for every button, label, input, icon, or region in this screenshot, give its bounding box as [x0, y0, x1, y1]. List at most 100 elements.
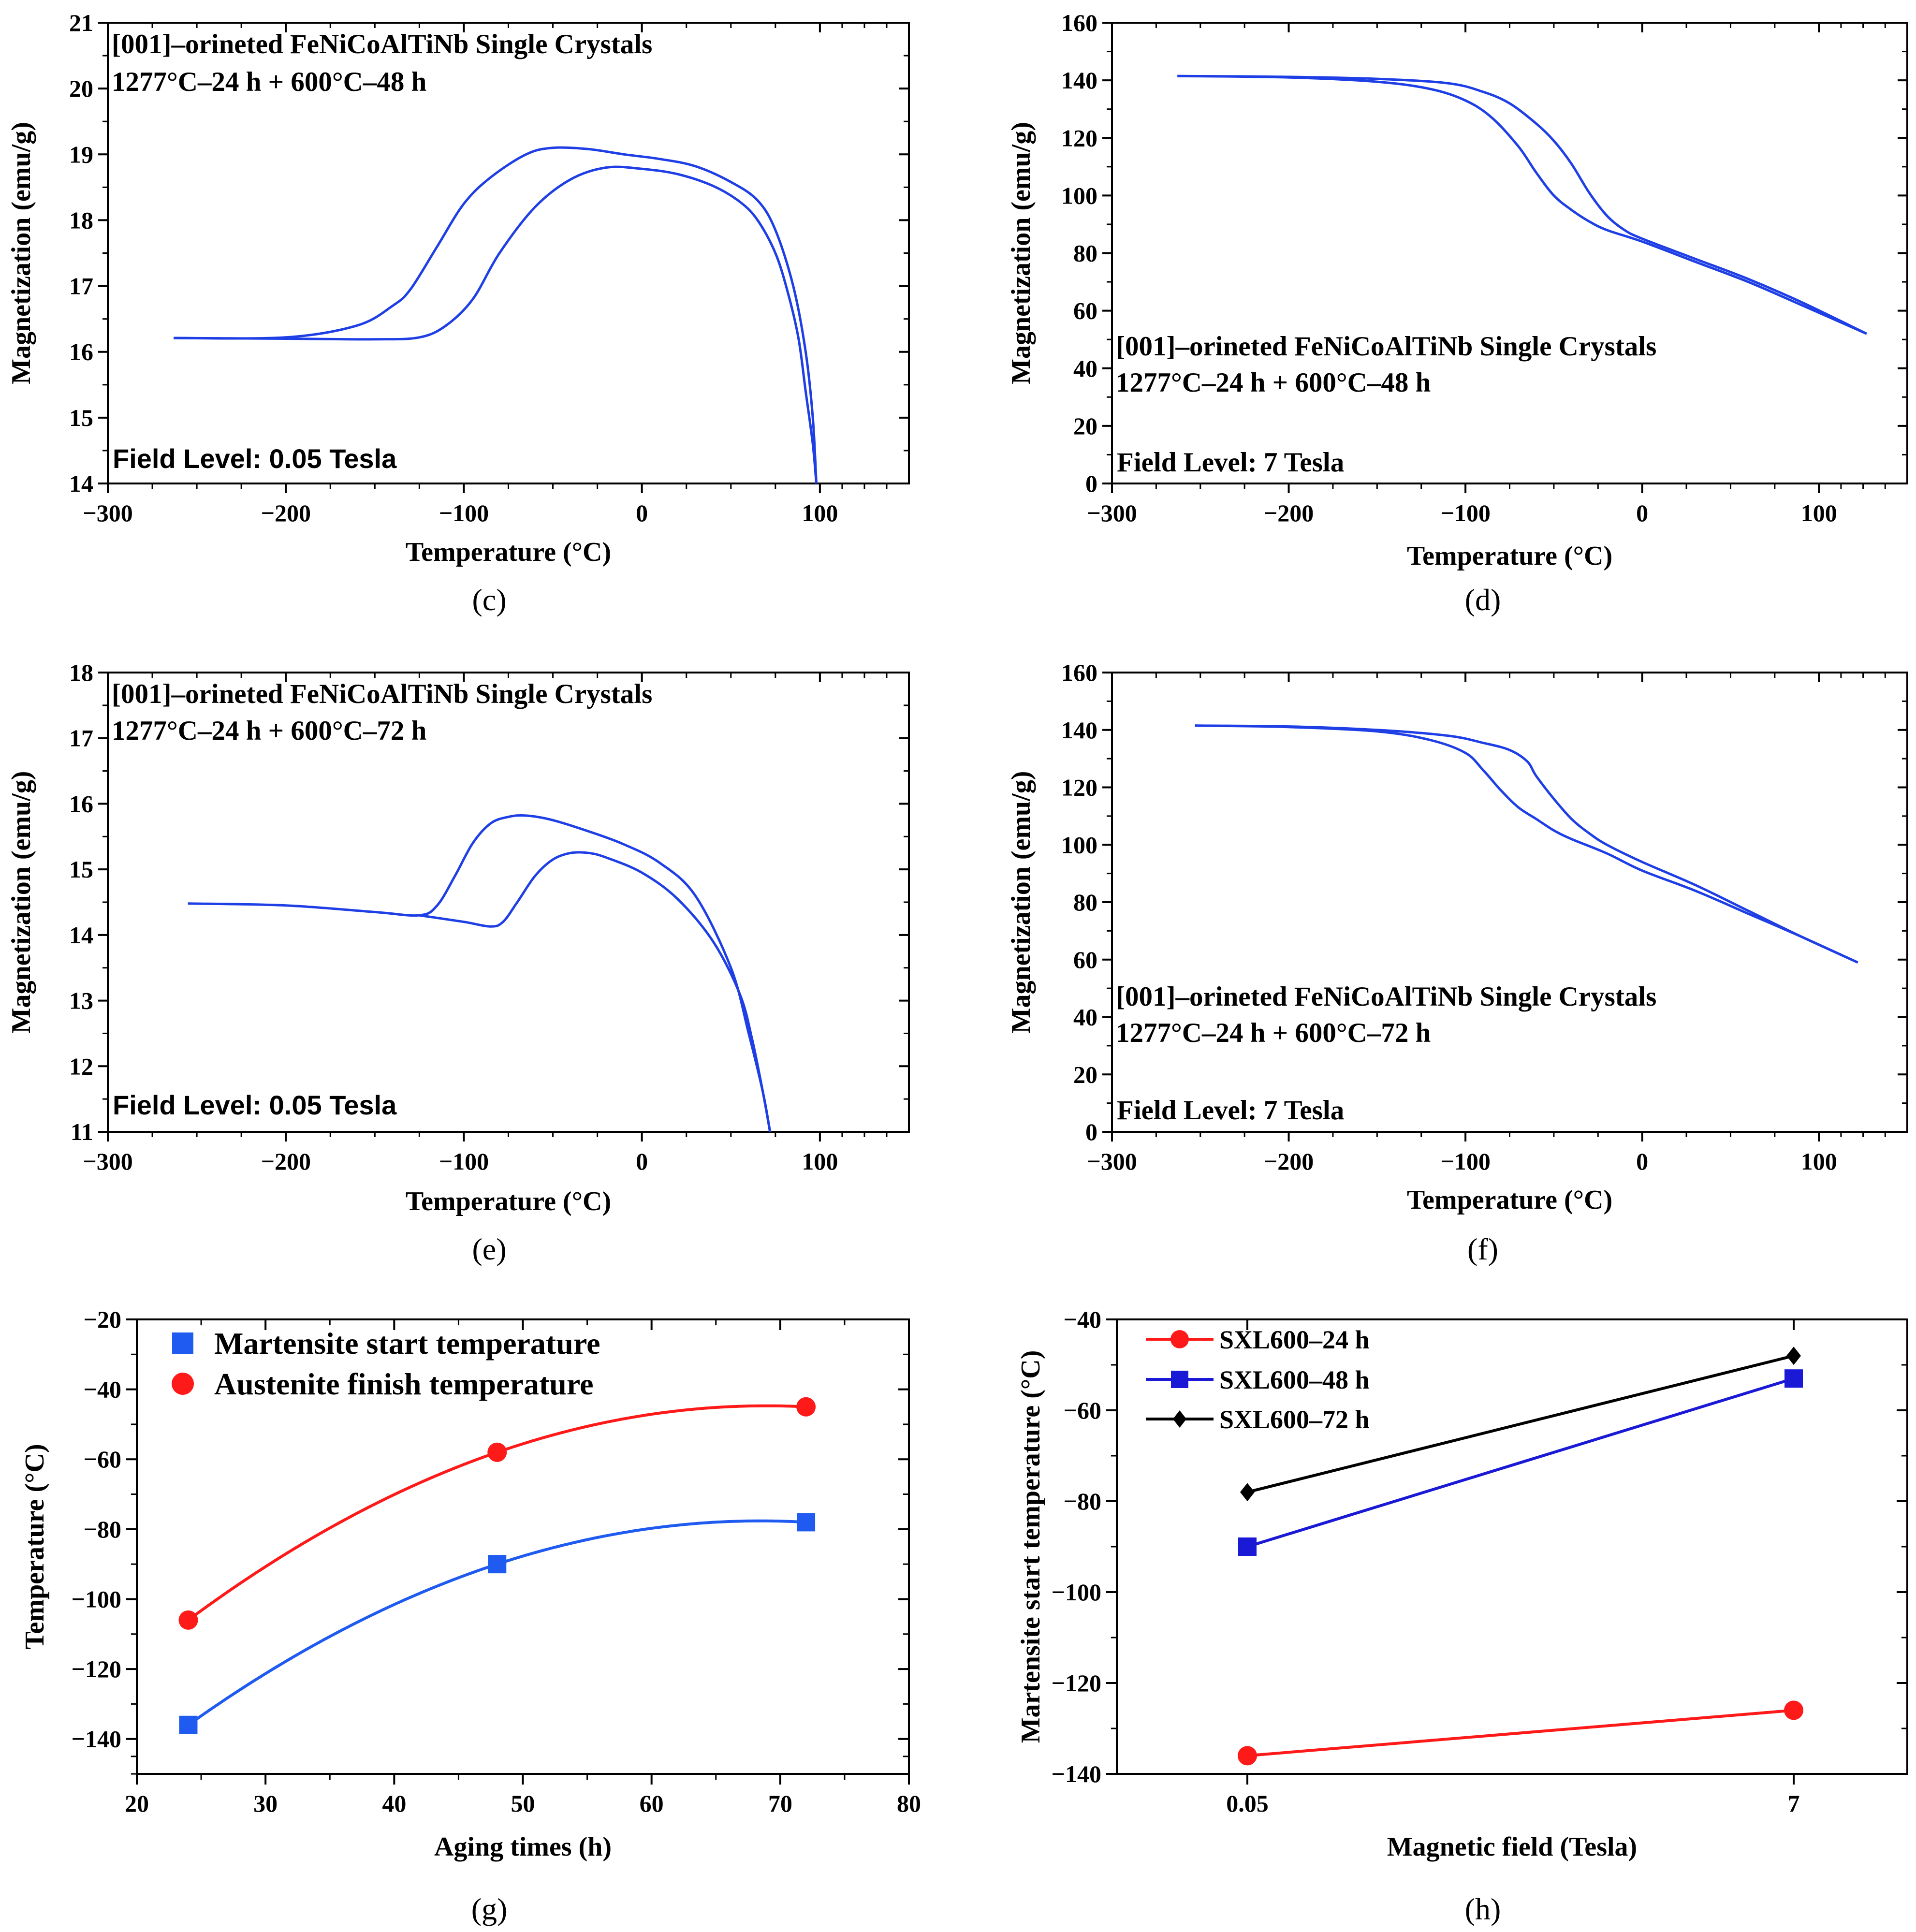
y-tick-label: 12	[69, 1053, 93, 1080]
y-tick-label: 80	[1073, 240, 1097, 267]
legend-label: SXL600–24 h	[1219, 1325, 1370, 1354]
x-tick-label: 50	[511, 1790, 535, 1817]
x-tick-label: 40	[382, 1790, 406, 1817]
panel-label: (c)	[472, 583, 506, 617]
y-tick-label: 17	[69, 273, 93, 300]
data-point-circle	[1238, 1746, 1257, 1766]
y-tick-label: 14	[69, 922, 93, 949]
y-tick-label: −60	[84, 1446, 122, 1473]
data-point-diamond	[1786, 1347, 1801, 1365]
x-axis-title: Temperature (°C)	[1407, 541, 1612, 571]
y-tick-label: 20	[1073, 1061, 1097, 1088]
legend-label: Austenite finish temperature	[214, 1367, 594, 1401]
y-tick-label: 100	[1061, 831, 1097, 858]
panel-label: (e)	[472, 1232, 506, 1266]
magnetization-curve-2	[1177, 74, 1867, 335]
magnetization-curve-2	[174, 165, 818, 484]
x-tick-label: −200	[1264, 1148, 1314, 1175]
x-tick-label: 100	[1801, 499, 1837, 527]
x-tick-label: 70	[768, 1790, 792, 1817]
legend-marker-diamond	[1173, 1410, 1186, 1428]
martensite-start-point	[488, 1555, 507, 1574]
chart-panel-g: 20 30 40 50 60 70 80 −140 −120 −100 −80 −60 −40 −20 Ag…	[20, 1306, 921, 1926]
annotation-line-1: [001]–orineted FeNiCoAlTiNb Single Cryst…	[112, 679, 652, 709]
legend-marker-circle	[172, 1373, 194, 1395]
y-tick-label: 160	[1061, 9, 1097, 36]
x-axis-title: Temperature (°C)	[406, 537, 611, 567]
data-point-square	[1784, 1369, 1803, 1388]
y-tick-label: −40	[84, 1376, 122, 1403]
legend-label: SXL600–48 h	[1219, 1365, 1370, 1394]
chart-panel-d: −300 −200 −100 0 100 0 20 40 60 80 100 120 140 160 Tem…	[1006, 9, 1908, 617]
y-axis-title: Magnetization (emu/g)	[6, 771, 36, 1034]
x-tick-label: −300	[1087, 499, 1137, 527]
y-tick-label: 0	[1085, 1118, 1097, 1145]
plot-frame	[1111, 672, 1908, 1133]
x-tick-label: −300	[1087, 1148, 1137, 1175]
x-tick-label: 0	[636, 499, 648, 527]
y-tick-label: 40	[1073, 1004, 1097, 1031]
series-line-2	[1247, 1377, 1794, 1548]
y-tick-label: 120	[1061, 124, 1097, 151]
annotation-line-1: [001]–orineted FeNiCoAlTiNb Single Cryst…	[112, 29, 652, 59]
y-tick-label: 140	[1061, 67, 1097, 94]
x-tick-label: −100	[439, 1148, 489, 1175]
chart-panel-f: −300 −200 −100 0 100 0 20 40 60 80 100 120 140 160 Tem…	[1006, 659, 1908, 1266]
y-tick-label: 19	[69, 141, 93, 168]
panel-label: (d)	[1465, 583, 1501, 617]
x-tick-label: 100	[802, 499, 838, 527]
x-tick-label: 80	[897, 1790, 921, 1817]
x-tick-label: −200	[261, 1148, 311, 1175]
legend-marker-square	[1171, 1371, 1188, 1388]
y-tick-label: 20	[69, 75, 93, 102]
x-tick-label: −300	[83, 499, 133, 527]
austenite-finish-point	[796, 1397, 816, 1417]
martensite-start-point	[797, 1513, 816, 1532]
magnetization-curve-1	[1177, 74, 1867, 335]
x-tick-label: 0	[1636, 499, 1648, 527]
x-tick-label: −200	[1264, 499, 1314, 527]
annotation-line-2: 1277°C–24 h + 600°C–48 h	[112, 67, 426, 97]
y-tick-label: −80	[1064, 1488, 1102, 1515]
legend-marker-square	[172, 1332, 193, 1354]
x-tick-label: 100	[802, 1148, 838, 1175]
fit-curve-1	[187, 1519, 806, 1727]
x-tick-label: −100	[439, 499, 489, 527]
y-tick-label: 17	[69, 725, 93, 752]
panel-label: (h)	[1465, 1892, 1501, 1926]
x-axis-title: Temperature (°C)	[1407, 1185, 1612, 1215]
y-tick-label: 0	[1085, 470, 1097, 497]
y-tick-label: 60	[1073, 946, 1097, 973]
x-tick-label: −200	[261, 499, 311, 527]
legend-label: Martensite start temperature	[214, 1326, 600, 1361]
field-level-label: Field Level: 0.05 Tesla	[113, 443, 397, 474]
y-tick-label: 18	[69, 659, 93, 686]
y-tick-label: −140	[72, 1726, 122, 1753]
x-tick-label: 20	[125, 1790, 149, 1817]
x-tick-label: −300	[83, 1148, 133, 1175]
y-tick-label: −20	[84, 1306, 122, 1333]
data-point-diamond	[1240, 1483, 1255, 1502]
y-tick-label: 80	[1073, 889, 1097, 916]
x-tick-label: 100	[1801, 1148, 1837, 1175]
martensite-start-point	[179, 1715, 198, 1734]
y-tick-label: 15	[69, 404, 93, 431]
y-tick-label: 14	[69, 470, 93, 497]
series-line-3	[1247, 1354, 1794, 1494]
y-tick-label: −120	[72, 1655, 122, 1683]
y-tick-label: −120	[1052, 1669, 1102, 1697]
x-tick-label: −100	[1440, 499, 1491, 527]
y-tick-label: 160	[1061, 659, 1097, 686]
field-level-label: Field Level: 7 Tesla	[1117, 447, 1344, 478]
y-tick-label: 21	[69, 9, 93, 36]
data-point-circle	[1784, 1700, 1803, 1720]
austenite-finish-point	[178, 1610, 198, 1630]
field-level-label: Field Level: 7 Tesla	[1117, 1095, 1344, 1126]
x-tick-label: 30	[253, 1790, 278, 1817]
y-axis-title: Martensite start temperature (°C)	[1016, 1350, 1046, 1743]
x-tick-label: 0	[636, 1148, 648, 1175]
annotation-line-2: 1277°C–24 h + 600°C–48 h	[1116, 367, 1431, 398]
panel-label: (g)	[471, 1892, 508, 1926]
x-tick-label: 0.05	[1226, 1790, 1269, 1817]
